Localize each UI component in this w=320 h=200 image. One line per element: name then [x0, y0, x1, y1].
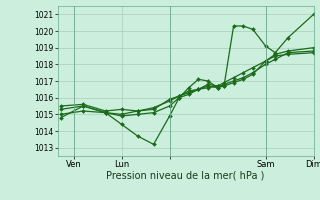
X-axis label: Pression niveau de la mer( hPa ): Pression niveau de la mer( hPa ) — [107, 171, 265, 181]
